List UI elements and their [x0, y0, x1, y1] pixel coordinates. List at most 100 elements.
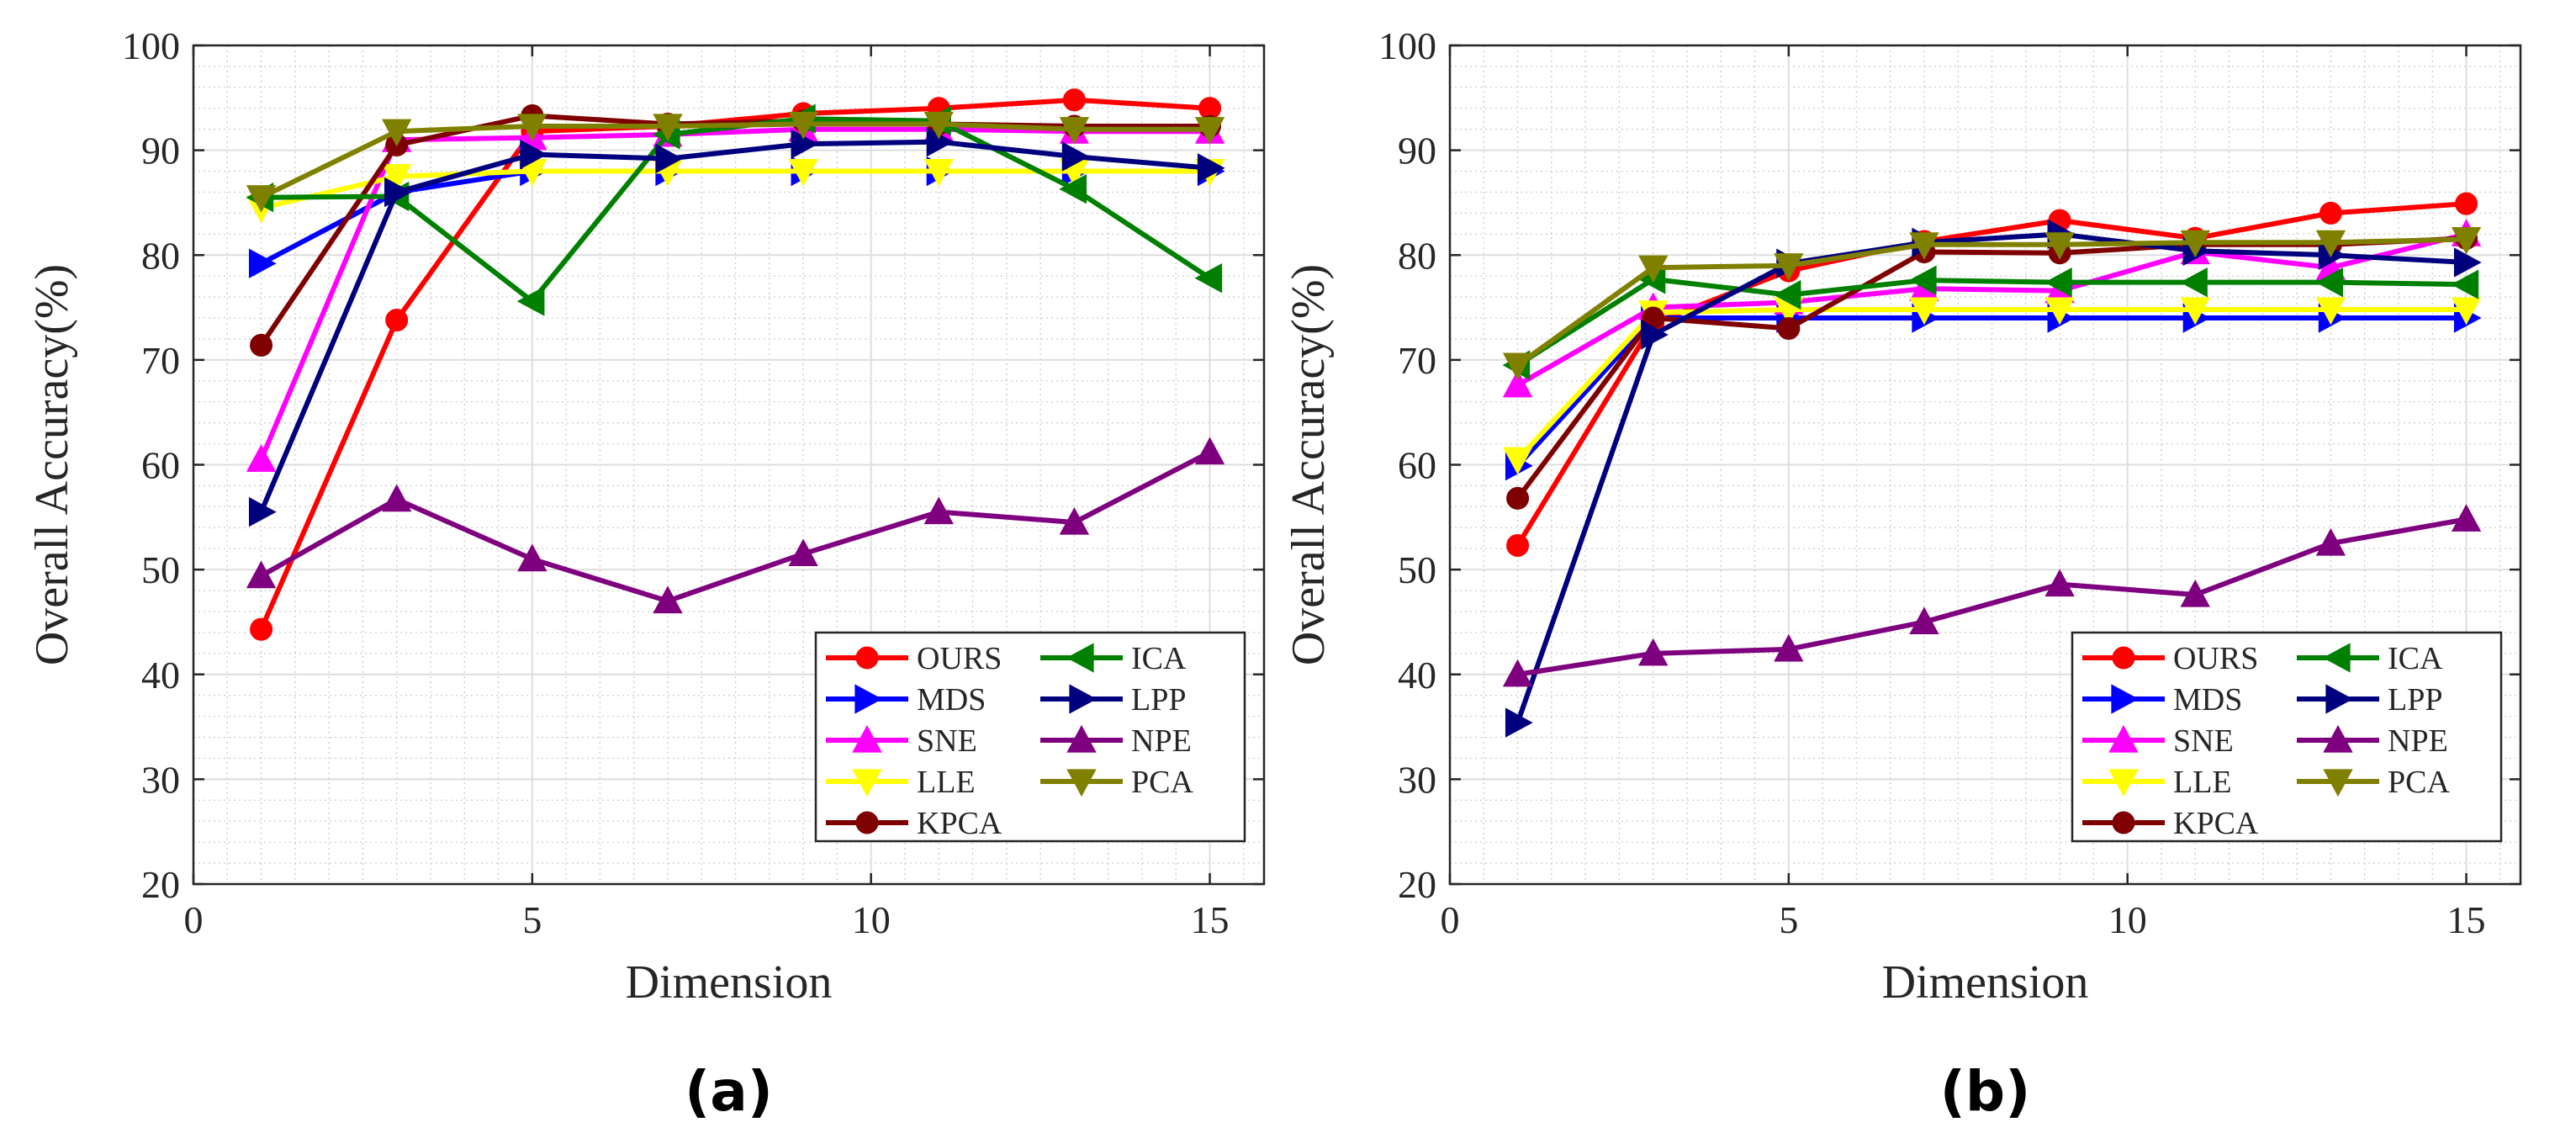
data-point: [1059, 174, 1087, 204]
y-tick-label: 70: [1398, 339, 1436, 382]
data-point: [2044, 297, 2075, 326]
legend-item-mds: MDS: [826, 682, 986, 718]
legend-marker: [854, 684, 883, 714]
x-tick-label: 0: [1441, 898, 1460, 941]
legend-box: [2071, 631, 2503, 843]
series-lle: [246, 158, 1225, 224]
data-point: [1062, 88, 1086, 112]
x-tick-label: 0: [184, 898, 204, 941]
chart-panel-b: 20 30 40 50 60 70 80 90 100 0 5 10 15 Dimension Overal…: [1283, 24, 2522, 1124]
legend-item-ica: ICA: [2297, 641, 2443, 676]
legend-item-kpca: KPCA: [826, 806, 1002, 841]
y-tick-label: 60: [141, 444, 180, 487]
legend-item-lle: LLE: [826, 765, 976, 800]
data-point: [2315, 297, 2346, 326]
data-point: [1909, 606, 1939, 635]
data-point: [1502, 369, 1533, 398]
legend-marker: [855, 811, 879, 834]
series-npe: [246, 437, 1225, 614]
series-lpp: [248, 126, 1225, 527]
panel-label: (b): [1940, 1059, 2031, 1124]
data-point: [2315, 527, 2346, 556]
data-point: [2315, 230, 2346, 258]
data-point: [1774, 633, 1804, 662]
data-point: [382, 484, 412, 512]
legend-item-ica: ICA: [1040, 641, 1187, 676]
legend-item-ours: OURS: [826, 641, 1002, 676]
data-point: [246, 560, 277, 589]
data-point: [653, 114, 683, 142]
data-point: [1908, 265, 1937, 295]
series-npe: [1502, 504, 2482, 687]
data-point: [2180, 230, 2210, 258]
legend-label: KPCA: [2173, 806, 2259, 841]
legend: OURS MDS SNE LLE KPCA ICA LPP NPE PCA: [2071, 631, 2503, 843]
legend-label: LPP: [2388, 682, 2442, 718]
legend-marker: [855, 646, 879, 670]
legend-item-npe: NPE: [2297, 723, 2448, 759]
data-point: [1194, 437, 1225, 465]
data-point: [1909, 232, 1939, 260]
data-point: [2451, 504, 2482, 532]
legend-box: [814, 631, 1246, 843]
legend-marker: [2325, 684, 2354, 714]
series-line: [258, 97, 1210, 631]
x-tick-label: 10: [2108, 898, 2147, 941]
x-axis-label: Dimension: [1882, 956, 2089, 1009]
legend-item-lpp: LPP: [1040, 682, 1186, 718]
legend-marker: [2323, 769, 2353, 797]
legend-marker: [2322, 643, 2351, 673]
data-point: [250, 617, 273, 641]
y-tick-label: 90: [1398, 130, 1436, 172]
data-point: [382, 119, 412, 147]
data-point: [1506, 533, 1530, 557]
data-point: [2180, 267, 2208, 298]
data-point: [246, 444, 277, 472]
legend-label: PCA: [1131, 765, 1193, 800]
legend-label: LLE: [917, 765, 976, 800]
data-point: [655, 143, 684, 174]
legend-marker: [2111, 684, 2140, 714]
legend-label: ICA: [2388, 641, 2443, 676]
x-tick-label: 10: [852, 898, 891, 941]
y-axis-label: Overall Accuracy(%): [1283, 264, 1335, 665]
legend-label: NPE: [2388, 723, 2448, 759]
data-point: [2451, 226, 2482, 255]
data-point: [1194, 262, 1223, 294]
legend-label: LPP: [1131, 682, 1186, 718]
data-point: [516, 286, 545, 316]
x-tick-label: 15: [2447, 898, 2486, 941]
data-point: [2315, 267, 2344, 298]
data-point: [2451, 297, 2482, 326]
legend-item-sne: SNE: [2082, 723, 2234, 759]
data-point: [520, 139, 547, 170]
data-point: [1638, 255, 1669, 283]
data-point: [382, 164, 412, 192]
legend-item-sne: SNE: [826, 723, 977, 759]
data-point: [248, 496, 277, 527]
legend-label: MDS: [917, 682, 986, 718]
data-point: [2180, 297, 2210, 326]
legend-item-ours: OURS: [2082, 641, 2258, 676]
series-line: [1516, 231, 2468, 388]
legend-marker: [1066, 769, 1097, 797]
data-point: [1194, 117, 1225, 145]
series-line: [1515, 307, 2467, 462]
data-point: [788, 111, 818, 140]
data-point: [923, 496, 954, 525]
data-point: [517, 114, 547, 142]
x-tick-label: 15: [1191, 898, 1230, 941]
legend-item-lle: LLE: [2082, 765, 2232, 800]
series-lle: [1502, 297, 2482, 475]
data-point: [1061, 141, 1090, 172]
x-tick-label: 5: [1779, 898, 1798, 941]
data-point: [653, 585, 683, 614]
y-tick-label: 30: [141, 758, 180, 801]
data-point: [385, 309, 409, 332]
x-axis-label: Dimension: [626, 956, 833, 1009]
chart-panel-a: 20 30 40 50 60 70 80 90 100 0 5 10 15 Dimension Overal…: [26, 24, 1266, 1124]
y-tick-label: 40: [1398, 654, 1436, 696]
data-point: [788, 158, 818, 187]
data-point: [2044, 267, 2072, 298]
data-point: [1197, 153, 1225, 183]
